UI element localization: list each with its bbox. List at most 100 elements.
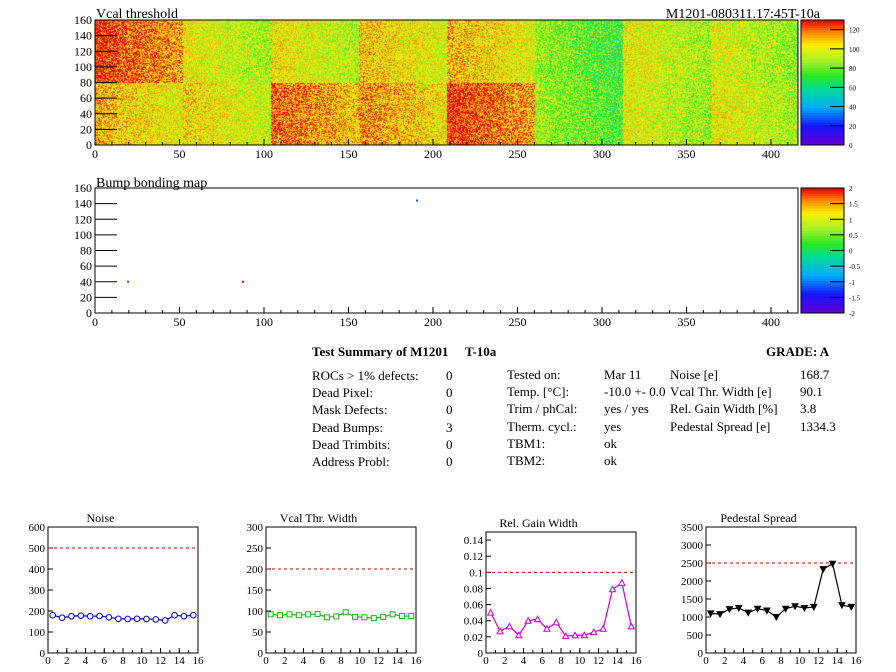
colorbar-bin [801,107,844,111]
y-tick-label: 0 [86,138,92,152]
colorbar-bin [801,190,844,194]
data-point [725,606,734,614]
x-tick-label: 50 [173,315,185,329]
data-point [370,615,377,622]
y-tick-label: 40 [80,275,92,289]
colorbar-tick-label: 0 [849,248,853,256]
y-tick-label: 250 [247,543,264,555]
colorbar-tick-label: -2 [849,310,855,318]
series-line [270,611,412,619]
defect-row-value: 0 [446,368,453,383]
test-row-value: Mar 11 [604,367,642,382]
y-tick-label: 100 [29,627,46,639]
colorbar-bin [801,117,844,121]
x-tick-label: 16 [411,655,423,667]
colorbar-bin [801,122,844,126]
summary-grade: GRADE: A [766,344,830,359]
y-tick-label: 0.14 [464,535,484,547]
colorbar-bin [801,288,844,291]
colorbar-bin [801,87,844,91]
data-point [314,610,321,617]
data-point [133,615,141,623]
colorbar-bin [801,300,844,304]
colorbar-bin [801,213,844,216]
colorbar-bin [801,95,844,98]
colorbar-bin [801,260,844,264]
colorbar-bin [801,30,844,33]
colorbar-bin [801,228,844,231]
y-tick-label: 200 [247,564,264,576]
x-tick-label: 50 [173,147,185,161]
data-point [161,617,169,624]
data-point [58,614,66,622]
data-point [627,622,636,630]
colorbar-bin [801,130,844,133]
x-tick-label: 12 [373,655,384,667]
colorbar-bin [801,193,844,196]
colorbar-bin [801,60,844,63]
data-point [398,613,405,620]
x-tick-label: 8 [120,655,126,667]
data-point [171,611,178,619]
y-tick-label: 0.02 [464,632,483,644]
colorbar-bin [801,65,844,68]
colorbar-bin [801,285,844,289]
colorbar-bin [801,140,844,143]
colorbar-bin [801,55,844,58]
colorbar-bin [801,97,844,101]
defect-row-value: 0 [446,436,453,452]
x-tick-label: 350 [677,315,695,329]
colorbar-bin [801,125,844,128]
colorbar-bin [801,265,844,269]
y-tick-label: 0 [258,648,264,660]
data-point [286,611,293,618]
colorbar-bin [801,135,844,138]
y-tick-label: 60 [80,259,92,273]
y-tick-label: 100 [74,60,92,74]
colorbar-bin [801,32,844,36]
y-tick-label: 2000 [681,576,704,588]
x-tick-label: 400 [762,147,780,161]
x-tick-label: 300 [593,315,611,329]
x-tick-label: 4 [741,655,747,667]
colorbar-bin [801,82,844,86]
dead-bump-point [242,280,245,283]
data-point [809,603,818,611]
y-tick-label: 0 [478,648,484,660]
test-row-label: Temp. [°C]: [507,384,570,400]
colorbar-bin [801,200,844,204]
colorbar-bin [801,203,844,206]
colorbar-bin [801,303,844,306]
y-tick-label: 200 [29,606,46,618]
y-tick-label: 100 [247,606,264,618]
colorbar-tick-label: 2 [849,185,853,193]
colorbar-bin [801,132,844,136]
x-tick-label: 300 [593,147,611,161]
colorbar-bin [801,253,844,256]
data-point [295,612,302,619]
colorbar-bin [801,220,844,224]
stat-row-label: Rel. Gain Width [%] [670,401,778,417]
y-tick-label: 150 [247,585,264,597]
x-tick-label: 14 [832,655,844,667]
x-tick-label: 0 [703,655,709,667]
y-tick-label: 160 [74,13,92,27]
x-tick-label: 200 [424,147,442,161]
data-point [190,611,197,619]
colorbar-tick-label: 60 [849,84,857,92]
x-tick-label: 8 [558,655,564,667]
data-point [86,612,94,620]
colorbar-bin [801,225,844,229]
x-tick-label: 250 [508,315,526,329]
data-point [589,627,598,636]
y-tick-label: 300 [29,585,46,597]
colorbar-bin [801,215,844,219]
colorbar-tick-label: 40 [849,104,857,112]
defect-row-value: 0 [446,385,453,401]
y-tick-label: 40 [80,107,92,121]
plot-title: Pedestal Spread [720,511,796,525]
plot-frame [705,526,857,654]
colorbar-bin [801,223,844,226]
